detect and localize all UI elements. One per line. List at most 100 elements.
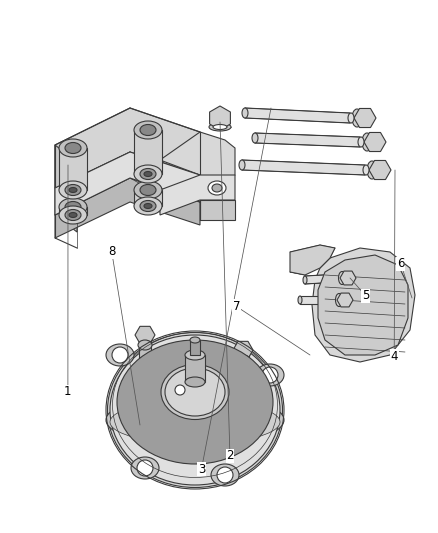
- Ellipse shape: [153, 368, 237, 435]
- Ellipse shape: [65, 184, 81, 196]
- Ellipse shape: [165, 368, 225, 416]
- Circle shape: [137, 460, 153, 476]
- Ellipse shape: [59, 198, 87, 216]
- Ellipse shape: [190, 337, 200, 343]
- Ellipse shape: [59, 206, 87, 224]
- Polygon shape: [59, 207, 87, 215]
- Polygon shape: [134, 130, 162, 174]
- Ellipse shape: [134, 181, 162, 199]
- Ellipse shape: [140, 168, 156, 180]
- Polygon shape: [312, 248, 415, 362]
- Ellipse shape: [134, 165, 162, 183]
- Ellipse shape: [339, 271, 346, 285]
- Circle shape: [175, 385, 185, 395]
- Ellipse shape: [161, 365, 229, 419]
- Text: 1: 1: [64, 385, 72, 398]
- Text: 4: 4: [390, 350, 398, 362]
- Polygon shape: [160, 132, 235, 185]
- Polygon shape: [364, 133, 386, 151]
- Ellipse shape: [117, 340, 273, 464]
- Polygon shape: [305, 274, 340, 284]
- Ellipse shape: [106, 394, 284, 446]
- Polygon shape: [190, 340, 200, 355]
- Circle shape: [262, 367, 278, 383]
- Ellipse shape: [106, 344, 134, 366]
- Ellipse shape: [252, 133, 258, 143]
- Text: 2: 2: [226, 449, 234, 462]
- Ellipse shape: [185, 377, 205, 387]
- Ellipse shape: [236, 355, 250, 365]
- Polygon shape: [59, 148, 87, 190]
- Polygon shape: [255, 133, 360, 147]
- Ellipse shape: [69, 213, 77, 217]
- Ellipse shape: [165, 378, 225, 426]
- Ellipse shape: [134, 197, 162, 215]
- Ellipse shape: [140, 125, 156, 135]
- Ellipse shape: [69, 188, 77, 192]
- Text: 7: 7: [233, 300, 240, 313]
- Ellipse shape: [212, 184, 222, 192]
- Ellipse shape: [185, 350, 205, 360]
- Ellipse shape: [367, 161, 377, 179]
- Ellipse shape: [239, 160, 245, 170]
- Ellipse shape: [140, 184, 156, 196]
- Ellipse shape: [362, 133, 372, 151]
- Ellipse shape: [110, 335, 280, 485]
- Ellipse shape: [358, 137, 364, 147]
- Polygon shape: [354, 109, 376, 127]
- Ellipse shape: [363, 165, 369, 175]
- Ellipse shape: [65, 209, 81, 221]
- Ellipse shape: [59, 139, 87, 157]
- Polygon shape: [210, 106, 230, 130]
- Text: 5: 5: [362, 289, 369, 302]
- Ellipse shape: [213, 125, 227, 130]
- Ellipse shape: [211, 464, 239, 486]
- Text: 8: 8: [108, 245, 115, 258]
- Ellipse shape: [298, 296, 302, 304]
- Polygon shape: [233, 341, 253, 359]
- Ellipse shape: [140, 200, 156, 212]
- Ellipse shape: [208, 181, 226, 195]
- Ellipse shape: [144, 204, 152, 208]
- Ellipse shape: [352, 109, 362, 127]
- Ellipse shape: [144, 172, 152, 176]
- Polygon shape: [369, 160, 391, 180]
- Polygon shape: [290, 245, 335, 275]
- Circle shape: [112, 347, 128, 363]
- Ellipse shape: [139, 366, 151, 374]
- Ellipse shape: [336, 294, 343, 306]
- Ellipse shape: [110, 400, 280, 444]
- Text: 3: 3: [198, 463, 205, 475]
- Polygon shape: [245, 108, 350, 123]
- Ellipse shape: [237, 381, 249, 389]
- Ellipse shape: [65, 142, 81, 154]
- Polygon shape: [300, 296, 337, 304]
- Polygon shape: [340, 271, 356, 285]
- Polygon shape: [237, 353, 249, 385]
- Polygon shape: [134, 190, 162, 206]
- Ellipse shape: [131, 457, 159, 479]
- Ellipse shape: [107, 333, 283, 488]
- Circle shape: [217, 467, 233, 483]
- Ellipse shape: [303, 276, 307, 284]
- Ellipse shape: [242, 108, 248, 118]
- Text: 6: 6: [397, 257, 405, 270]
- Ellipse shape: [141, 359, 249, 445]
- Ellipse shape: [348, 113, 354, 123]
- Ellipse shape: [209, 123, 231, 131]
- Polygon shape: [160, 175, 235, 215]
- Polygon shape: [337, 293, 353, 307]
- Ellipse shape: [65, 201, 81, 213]
- Ellipse shape: [134, 121, 162, 139]
- Polygon shape: [318, 255, 408, 355]
- Polygon shape: [55, 178, 200, 238]
- Polygon shape: [55, 108, 200, 188]
- Ellipse shape: [138, 340, 152, 350]
- Polygon shape: [55, 152, 200, 215]
- Ellipse shape: [256, 364, 284, 386]
- Polygon shape: [135, 326, 155, 344]
- Polygon shape: [242, 160, 365, 175]
- Polygon shape: [185, 355, 205, 382]
- Ellipse shape: [129, 350, 261, 455]
- Ellipse shape: [59, 181, 87, 199]
